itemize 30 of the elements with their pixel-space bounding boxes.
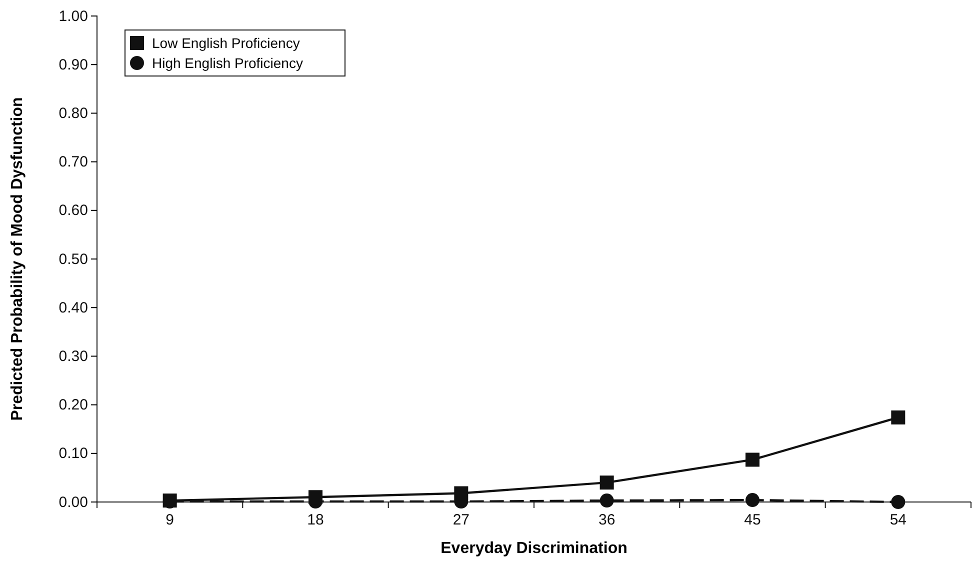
y-tick-label: 0.50 xyxy=(58,250,88,268)
y-tick-label: 0.30 xyxy=(58,348,88,365)
y-axis-title: Predicted Probability of Mood Dysfunction xyxy=(9,97,26,421)
y-tick-label: 0.60 xyxy=(58,202,88,220)
point xyxy=(162,494,177,508)
x-tick-label: 9 xyxy=(166,512,174,529)
x-tick-label: 27 xyxy=(452,512,470,529)
y-tick-label: 0.10 xyxy=(58,445,88,462)
y-tick-label: 0.20 xyxy=(58,396,88,414)
y-tick-label: 0.40 xyxy=(58,299,88,316)
point xyxy=(600,494,614,508)
point xyxy=(746,452,760,467)
y-tick-label: 0.00 xyxy=(58,494,88,511)
legend-label: High English Proficiency xyxy=(152,55,303,71)
point xyxy=(454,486,468,500)
point xyxy=(746,493,760,508)
x-tick-label: 36 xyxy=(598,512,616,529)
legend-label: Low English Proficiency xyxy=(152,35,300,51)
y-tick-label: 0.80 xyxy=(58,105,88,122)
point xyxy=(600,476,614,490)
y-tick-label: 1.00 xyxy=(58,8,88,25)
x-tick-label: 18 xyxy=(307,512,324,529)
x-tick-label: 45 xyxy=(744,512,761,529)
y-tick-label: 0.90 xyxy=(58,56,88,74)
point xyxy=(308,490,322,504)
point xyxy=(891,495,906,509)
x-axis-title: Everyday Discrimination xyxy=(440,540,628,557)
point xyxy=(891,410,906,424)
x-tick-label: 54 xyxy=(890,512,907,529)
y-tick-label: 0.70 xyxy=(58,154,88,171)
